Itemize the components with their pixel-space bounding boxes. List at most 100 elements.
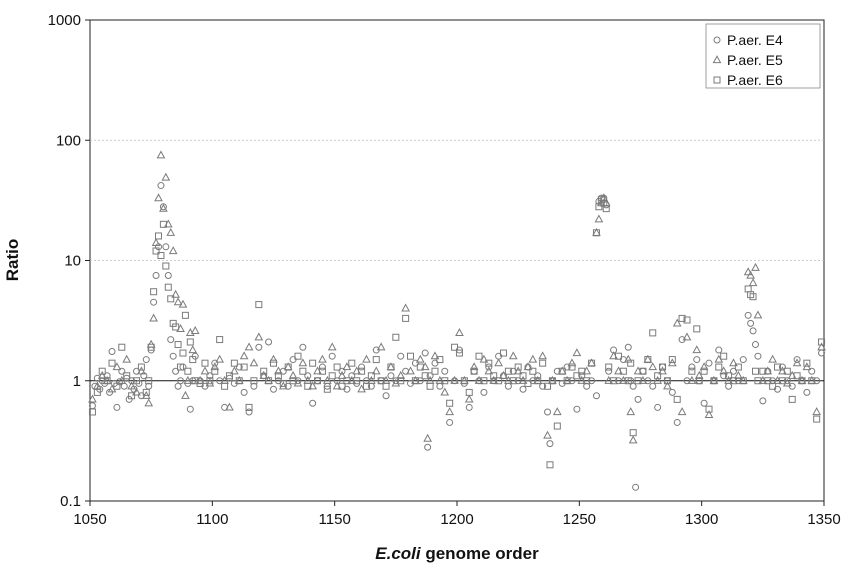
data-point-square <box>338 382 346 390</box>
data-point-circle <box>358 363 366 371</box>
data-point-triangle <box>692 345 702 354</box>
data-point-triangle <box>166 227 176 236</box>
data-point-triangle <box>254 332 264 341</box>
data-point-triangle <box>327 342 337 351</box>
data-point-square <box>240 363 248 371</box>
data-point-square <box>314 377 322 385</box>
data-point-square <box>328 372 336 380</box>
data-point-square <box>710 377 718 385</box>
data-point-square <box>524 379 532 387</box>
data-point-circle <box>426 372 434 380</box>
data-point-square <box>416 363 424 371</box>
data-point-circle <box>751 341 759 349</box>
data-point-circle <box>152 272 160 280</box>
data-point-circle <box>270 385 277 393</box>
data-point-square <box>152 247 160 255</box>
data-point-square <box>644 356 652 364</box>
data-point-triangle <box>132 387 141 396</box>
data-point-circle <box>177 377 185 385</box>
data-point-square <box>372 356 380 364</box>
data-point-square <box>695 377 703 385</box>
data-point-circle <box>546 440 554 448</box>
data-point-triangle <box>746 270 755 279</box>
data-point-circle <box>397 352 405 360</box>
data-point-circle <box>115 378 123 386</box>
data-point-circle <box>605 367 613 375</box>
x-tick-label: 1200 <box>440 511 473 528</box>
data-point-square <box>299 367 307 375</box>
data-point-square <box>475 352 483 360</box>
data-point-triangle <box>92 381 102 390</box>
data-point-triangle <box>508 351 518 360</box>
data-point-square <box>402 314 410 322</box>
data-point-square <box>788 395 796 403</box>
data-point-square <box>235 377 243 385</box>
data-point-square <box>803 359 811 367</box>
data-point-triangle <box>415 354 425 363</box>
data-point-circle <box>255 343 263 351</box>
data-point-square <box>446 399 454 407</box>
x-tick-label: 1300 <box>685 511 718 528</box>
data-point-square <box>177 363 185 371</box>
data-point-triangle <box>367 375 376 384</box>
legend-label: P.aer. E4 <box>727 32 783 48</box>
data-point-square <box>216 336 224 344</box>
y-tick-label: 1000 <box>48 12 81 29</box>
y-tick-label: 0.1 <box>60 493 81 510</box>
data-point-square <box>142 388 150 396</box>
data-point-square <box>186 338 194 346</box>
data-point-square <box>539 359 547 367</box>
data-point-circle <box>333 377 341 385</box>
data-point-triangle <box>88 394 97 403</box>
data-point-square <box>470 367 478 375</box>
data-point-triangle <box>423 433 432 442</box>
data-point-circle <box>634 395 642 403</box>
data-point-circle <box>783 377 791 385</box>
x-tick-label: 1150 <box>319 511 351 528</box>
data-point-circle <box>211 359 219 367</box>
data-point-triangle <box>748 278 758 287</box>
data-point-square <box>578 367 586 375</box>
data-point-circle <box>744 311 752 319</box>
legend-marker-square <box>713 76 721 84</box>
data-point-square <box>605 363 613 371</box>
data-point-square <box>132 377 140 385</box>
data-point-square <box>627 359 635 367</box>
data-point-square <box>568 363 576 371</box>
data-point-square <box>614 352 622 360</box>
data-point-square <box>688 367 696 375</box>
data-point-square <box>678 314 686 322</box>
data-point-square <box>230 359 238 367</box>
data-point-square <box>818 338 826 346</box>
data-point-triangle <box>225 402 234 411</box>
data-point-square <box>490 372 498 380</box>
data-point-circle <box>318 363 326 371</box>
data-point-square <box>634 377 642 385</box>
data-points <box>88 150 826 491</box>
data-point-square <box>407 352 415 360</box>
data-point-square <box>377 377 385 385</box>
legend-label: P.aer. E6 <box>727 72 783 88</box>
data-point-triangle <box>376 342 386 351</box>
data-point-square <box>155 232 163 240</box>
data-point-square <box>172 323 180 331</box>
data-point-circle <box>113 403 121 411</box>
x-tick-label: 1050 <box>73 511 106 528</box>
data-point-square <box>421 372 429 380</box>
plot-area <box>89 19 825 502</box>
data-point-square <box>128 392 136 400</box>
data-point-circle <box>759 397 767 405</box>
data-point-square <box>649 329 657 337</box>
data-point-square <box>255 301 263 309</box>
data-point-square <box>588 359 596 367</box>
data-point-square <box>93 388 101 396</box>
data-point-triangle <box>362 354 371 363</box>
data-point-triangle <box>396 370 406 379</box>
data-point-square <box>274 372 282 380</box>
data-point-triangle <box>401 303 410 312</box>
data-point-square <box>113 382 121 390</box>
data-point-triangle <box>743 267 753 276</box>
data-point-circle <box>668 388 676 396</box>
data-point-circle <box>485 363 493 371</box>
data-point-circle <box>328 352 336 360</box>
